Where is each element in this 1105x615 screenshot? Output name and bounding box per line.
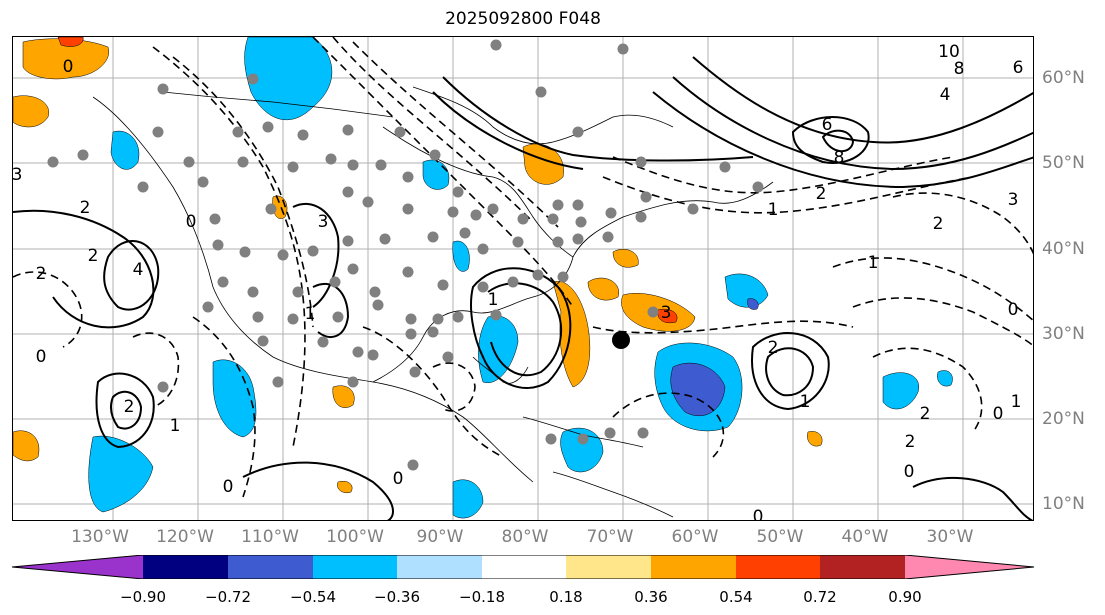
contour-label: 6 xyxy=(822,115,833,135)
contour-label: 3 xyxy=(1008,190,1019,210)
colorbar-tick-label: −0.54 xyxy=(290,588,336,606)
contour-label: 0 xyxy=(904,462,915,482)
contour-label: 2 xyxy=(124,397,135,417)
colorbar-segment xyxy=(482,555,566,579)
colorbar-segment xyxy=(143,555,228,579)
colorbar-segment xyxy=(397,555,482,579)
contour-label: 2 xyxy=(920,404,931,424)
contour-label: 2 xyxy=(768,338,779,358)
lon-label-130w: 130°W xyxy=(71,527,129,547)
colorbar-tick-label: 0.72 xyxy=(803,588,837,606)
contour-value-labels: 10 8 6 4 6 8 2 3 2 1 0 3 2 1 0 2 1 2 0 3… xyxy=(13,42,1024,521)
contour-label: 2 xyxy=(80,198,91,218)
contour-label: 1 xyxy=(1011,392,1022,412)
lon-label-110w: 110°W xyxy=(241,527,299,547)
lat-label-60n: 60°N xyxy=(1042,68,1085,88)
contour-label: 4 xyxy=(133,260,144,280)
contour-label: 6 xyxy=(1013,58,1024,78)
colorbar-tick-label: −0.18 xyxy=(459,588,505,606)
lon-label-100w: 100°W xyxy=(326,527,384,547)
contour-label: 1 xyxy=(768,200,779,220)
contour-lines-dashed xyxy=(13,37,1033,498)
lon-label-40w: 40°W xyxy=(841,527,889,547)
contour-label: 3 xyxy=(318,212,329,232)
lat-label-20n: 20°N xyxy=(1042,409,1085,429)
contour-label: 10 xyxy=(938,42,960,62)
lat-label-30n: 30°N xyxy=(1042,324,1085,344)
colorbar-segment xyxy=(905,555,1034,579)
colorbar-segment xyxy=(313,555,397,579)
shaded-field xyxy=(13,37,953,519)
contour-label: 2 xyxy=(36,264,47,284)
map-title: 2025092800 F048 xyxy=(445,9,601,29)
colorbar-tick-label: 0.36 xyxy=(634,588,668,606)
contour-label: 3 xyxy=(13,165,22,185)
contour-label: 2 xyxy=(905,432,916,452)
lon-label-50w: 50°W xyxy=(756,527,804,547)
contour-label: 0 xyxy=(393,469,404,489)
lat-label-40n: 40°N xyxy=(1042,239,1085,259)
contour-lines xyxy=(13,56,1033,520)
contour-label: 0 xyxy=(753,507,764,521)
colorbar-segment xyxy=(651,555,736,579)
colorbar-graphic xyxy=(11,554,1035,580)
map-canvas: 10 8 6 4 6 8 2 3 2 1 0 3 2 1 0 2 1 2 0 3… xyxy=(13,37,1033,521)
lon-label-120w: 120°W xyxy=(156,527,214,547)
colorbar-segment xyxy=(820,555,905,579)
colorbar-tick-label: −0.72 xyxy=(205,588,251,606)
contour-label: 2 xyxy=(933,214,944,234)
contour-label: 1 xyxy=(305,304,316,324)
contour-label: 0 xyxy=(993,404,1004,424)
colorbar-segment xyxy=(736,555,820,579)
colorbar-tick-label: −0.36 xyxy=(374,588,420,606)
colorbar-tick-label: 0.54 xyxy=(719,588,753,606)
contour-label: 0 xyxy=(223,477,234,497)
contour-label: 8 xyxy=(954,59,965,79)
contour-label: 0 xyxy=(1008,300,1019,320)
contour-label: 2 xyxy=(816,184,827,204)
colorbar-segment xyxy=(566,555,651,579)
contour-label: 1 xyxy=(868,253,879,273)
contour-label: 2 xyxy=(88,246,99,266)
colorbar-segment xyxy=(12,555,143,579)
contour-label: 4 xyxy=(940,85,951,105)
colorbar-segment xyxy=(228,555,313,579)
colorbar-tick-label: −0.90 xyxy=(120,588,166,606)
contour-label: 1 xyxy=(170,416,181,436)
lon-label-70w: 70°W xyxy=(586,527,634,547)
colorbar xyxy=(11,554,1036,583)
lon-label-30w: 30°W xyxy=(926,527,974,547)
contour-label: 8 xyxy=(834,148,845,168)
lat-label-10n: 10°N xyxy=(1042,494,1085,514)
contour-label: 0 xyxy=(36,347,47,367)
contour-label: 3 xyxy=(661,303,672,323)
contour-label: 1 xyxy=(488,290,499,310)
lat-label-50n: 50°N xyxy=(1042,153,1085,173)
contour-label: 0 xyxy=(186,212,197,232)
lon-label-90w: 90°W xyxy=(416,527,464,547)
colorbar-tick-label: 0.90 xyxy=(888,588,922,606)
map-panel: 10 8 6 4 6 8 2 3 2 1 0 3 2 1 0 2 1 2 0 3… xyxy=(12,36,1034,521)
storm-center-marker xyxy=(612,331,630,349)
station-markers xyxy=(47,39,764,471)
contour-label: 1 xyxy=(800,392,811,412)
graticule xyxy=(13,37,1033,520)
colorbar-tick-label: 0.18 xyxy=(549,588,583,606)
lon-label-80w: 80°W xyxy=(501,527,549,547)
contour-label: 0 xyxy=(63,57,74,77)
lon-label-60w: 60°W xyxy=(671,527,719,547)
